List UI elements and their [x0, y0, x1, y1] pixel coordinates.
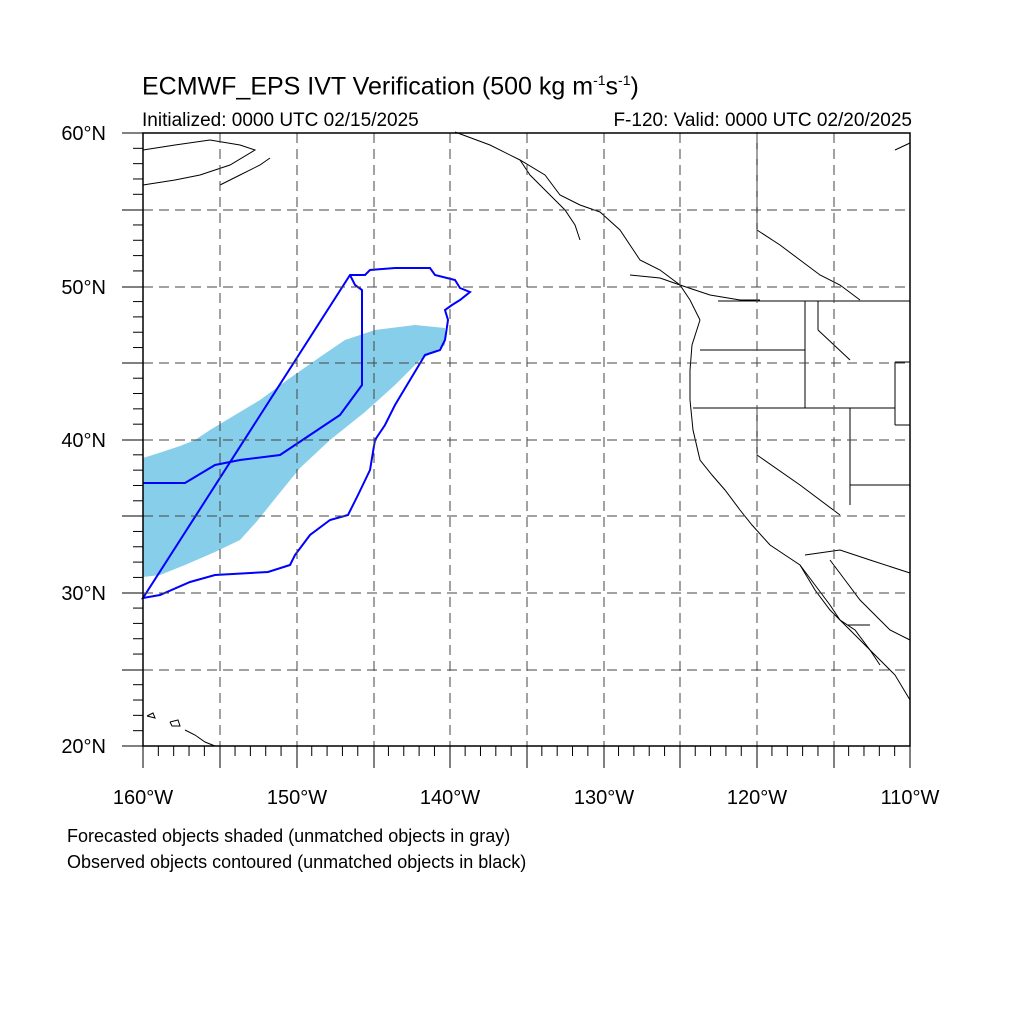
lat-label-30: 30°N — [61, 583, 106, 605]
legend-observed-note: Observed objects contoured (unmatched ob… — [67, 852, 527, 872]
initialized-label: Initialized: 0000 UTC 02/15/2025 — [142, 110, 419, 131]
lat-labels: 60°N 50°N 40°N 30°N 20°N — [61, 123, 106, 758]
lat-label-60: 60°N — [61, 123, 106, 145]
lon-label-160w: 160°W — [113, 787, 173, 809]
lat-label-50: 50°N — [61, 277, 106, 299]
observed-ivt-inner-contour — [143, 274, 363, 484]
valid-time-label: F-120: Valid: 0000 UTC 02/20/2025 — [613, 110, 912, 131]
lon-label-150w: 150°W — [267, 787, 327, 809]
lon-labels: 160°W 150°W 140°W 130°W 120°W 110°W — [113, 787, 940, 809]
lat-label-20: 20°N — [61, 736, 106, 758]
lon-label-120w: 120°W — [727, 787, 787, 809]
observed-ivt-object — [140, 267, 472, 600]
legend-forecast-note: Forecasted objects shaded (unmatched obj… — [67, 826, 511, 846]
graticule — [143, 133, 910, 746]
minor-ticks — [133, 147, 896, 756]
axis-ticks — [122, 132, 911, 768]
lon-label-130w: 130°W — [574, 787, 634, 809]
lon-label-110w: 110°W — [881, 787, 940, 809]
forecast-ivt-object — [143, 325, 445, 577]
lat-label-40: 40°N — [61, 430, 106, 452]
political-boundaries — [693, 132, 911, 626]
map-title: ECMWF_EPS IVT Verification (500 kg m-1s-… — [142, 72, 639, 101]
lon-label-140w: 140°W — [420, 787, 480, 809]
